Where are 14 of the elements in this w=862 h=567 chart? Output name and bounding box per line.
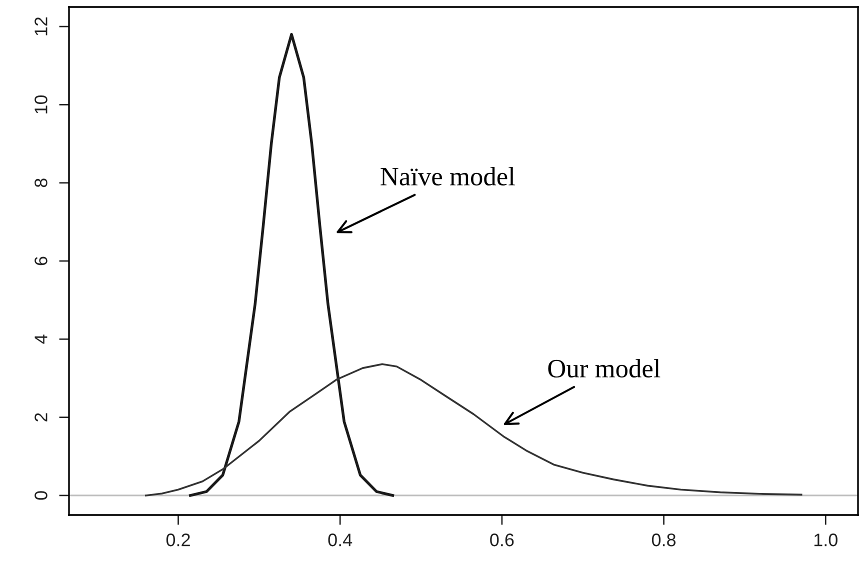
y-tick-label: 10: [34, 95, 48, 114]
x-tick-label: 0.4: [328, 534, 352, 546]
x-tick-label: 1.0: [814, 534, 838, 546]
y-tick-label: 2: [34, 413, 48, 422]
x-tick-label: 0.8: [652, 534, 676, 546]
annotation: Our model: [548, 358, 660, 378]
y-tick-label: 4: [34, 334, 48, 344]
x-tick-label: 0.6: [490, 534, 514, 546]
x-tick-label: 0.2: [166, 534, 190, 546]
y-tick-label: 12: [34, 17, 48, 36]
y-tick-label: 6: [34, 256, 48, 266]
y-tick-label: 8: [34, 178, 48, 188]
y-tick-label: 0: [34, 491, 48, 500]
annotation: Naïve model: [380, 166, 515, 186]
